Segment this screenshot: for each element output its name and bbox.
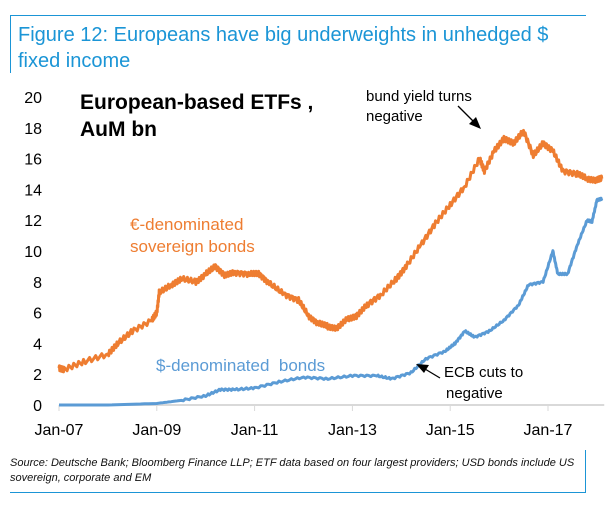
y-tick-label: 0 [33, 398, 42, 415]
y-tick-label: 6 [33, 306, 42, 323]
x-tick-label: Jan-11 [231, 422, 279, 439]
euro-series-label-1: €-denominated [130, 215, 243, 234]
y-tick-label: 16 [24, 152, 42, 169]
right-border [585, 450, 586, 493]
euro-series-line [57, 128, 604, 374]
chart-title-line-1: European-based ETFs , [80, 91, 313, 114]
x-tick-label: Jan-07 [35, 422, 84, 439]
figure-title: Figure 12: Europeans have big underweigh… [18, 24, 549, 72]
bottom-border [10, 492, 586, 493]
ecb-annotation-2: negative [446, 385, 503, 402]
bund-annotation-1: bund yield turns [366, 88, 472, 105]
y-tick-label: 8 [33, 275, 42, 292]
y-tick-label: 14 [24, 182, 42, 199]
left-border [10, 15, 11, 73]
bund-annotation-2: negative [366, 108, 423, 125]
y-tick-label: 18 [24, 121, 42, 138]
x-tick-label: Jan-09 [132, 422, 181, 439]
chart-title-line-2: AuM bn [80, 118, 157, 141]
series-lines [57, 128, 604, 407]
axes: Jan-07 Jan-09 Jan-11 Jan-13 Jan-15 Jan-17 0 2 4 6… [24, 90, 605, 439]
x-tick-label: Jan-15 [426, 422, 475, 439]
x-tick-label: Jan-17 [524, 422, 573, 439]
x-tick-label: Jan-13 [328, 422, 377, 439]
top-border [10, 15, 586, 16]
y-tick-label: 12 [24, 213, 42, 230]
y-tick-label: 2 [33, 367, 42, 384]
usd-series-label: $-denominated bonds [156, 356, 325, 375]
chart: Jan-07 Jan-09 Jan-11 Jan-13 Jan-15 Jan-17 0 2 4 6… [24, 88, 605, 439]
euro-series-label-2: sovereign bonds [130, 237, 255, 256]
y-tick-label: 10 [24, 244, 42, 261]
y-tick-label: 20 [24, 90, 42, 107]
usd-series-line [59, 196, 604, 407]
source-note: Source: Deutsche Bank; Bloomberg Finance… [10, 457, 575, 484]
y-tick-label: 4 [33, 336, 42, 353]
bund-arrow [457, 105, 481, 129]
ecb-arrow [416, 364, 441, 379]
ecb-annotation-1: ECB cuts to [444, 364, 523, 381]
